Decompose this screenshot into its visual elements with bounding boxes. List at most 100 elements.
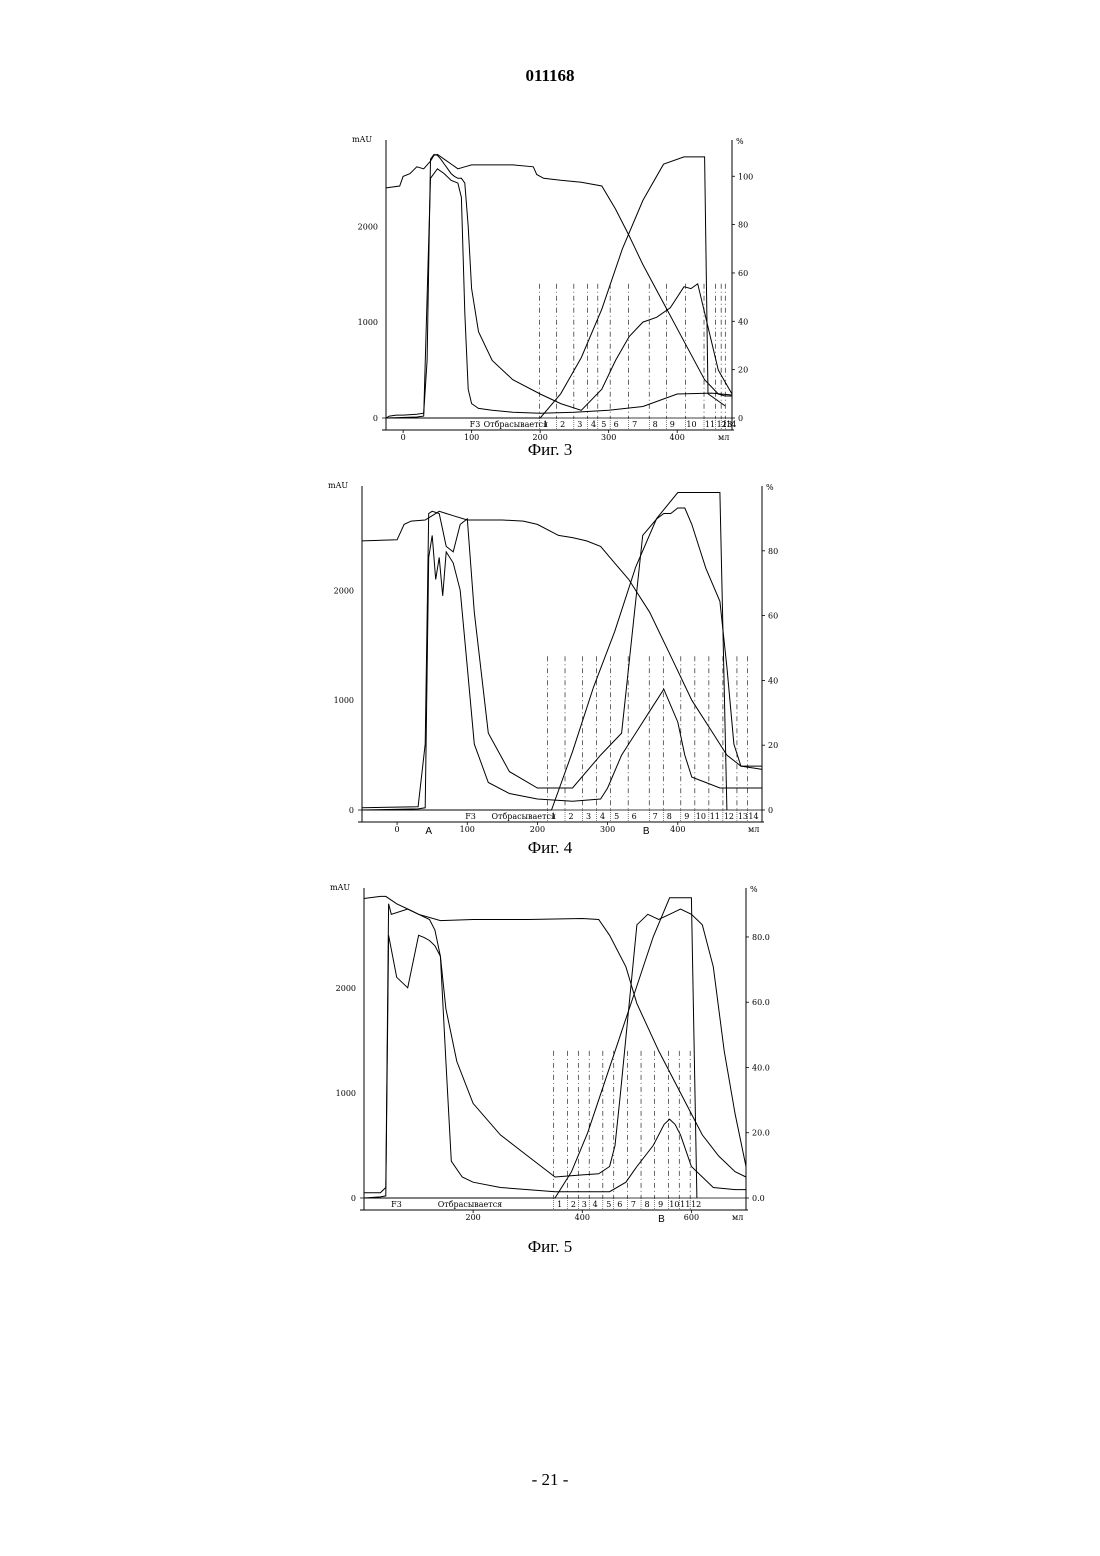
x-axis-unit: мл bbox=[748, 825, 759, 834]
fraction-label: 1 bbox=[543, 420, 548, 429]
x-tick-label: 600 bbox=[684, 1213, 699, 1222]
y-right-tick-label: 0 bbox=[738, 414, 743, 423]
y-right-axis-label: % bbox=[766, 483, 774, 492]
y-right-axis-label: % bbox=[750, 885, 758, 894]
fraction-label: 14 bbox=[748, 812, 758, 821]
fraction-label: 6 bbox=[617, 1200, 622, 1209]
y-right-tick-label: 40 bbox=[768, 676, 778, 685]
y-right-tick-label: 100 bbox=[738, 172, 753, 181]
figure-caption-5: Фиг. 5 bbox=[0, 1237, 1100, 1257]
series-line-1 bbox=[364, 896, 746, 1177]
y-left-tick-label: 2000 bbox=[334, 586, 354, 595]
x-tick-label: 400 bbox=[670, 825, 685, 834]
x-tick-label: 200 bbox=[530, 825, 545, 834]
y-right-tick-label: 40.0 bbox=[752, 1063, 770, 1072]
y-right-tick-label: 20.0 bbox=[752, 1129, 770, 1138]
y-left-tick-label: 0 bbox=[351, 1194, 356, 1203]
fraction-start-label: F3 bbox=[465, 812, 476, 821]
y-right-tick-label: 60.0 bbox=[752, 998, 770, 1007]
x-axis-unit: мл bbox=[732, 1213, 743, 1222]
fraction-label: 2 bbox=[571, 1200, 576, 1209]
fraction-label: 2 bbox=[560, 420, 565, 429]
fraction-label: 7 bbox=[631, 1200, 636, 1209]
series-line-1 bbox=[362, 511, 762, 769]
y-right-tick-label: 80.0 bbox=[752, 933, 770, 942]
y-left-axis-label: mAU bbox=[352, 135, 372, 144]
y-left-tick-label: 1000 bbox=[358, 318, 378, 327]
fraction-label: 11 bbox=[710, 812, 720, 821]
figure-caption-4: Фиг. 4 bbox=[0, 838, 1100, 858]
chromatogram-fig-4: mAU%мл0100020000204060800100200300400F3О… bbox=[318, 478, 788, 838]
fraction-label: 3 bbox=[582, 1200, 587, 1209]
x-tick-label: 300 bbox=[600, 825, 615, 834]
y-left-tick-label: 2000 bbox=[336, 984, 356, 993]
fraction-label: 8 bbox=[644, 1200, 649, 1209]
fraction-label: 4 bbox=[593, 1200, 598, 1209]
x-tick-label: 0 bbox=[395, 825, 400, 834]
y-left-tick-label: 0 bbox=[349, 806, 354, 815]
series-line-1 bbox=[386, 154, 732, 396]
fraction-label: 5 bbox=[614, 812, 619, 821]
fraction-label: 10 bbox=[686, 420, 696, 429]
fraction-label: 6 bbox=[614, 420, 619, 429]
fraction-label: 8 bbox=[653, 420, 658, 429]
fraction-label: 11 bbox=[680, 1200, 690, 1209]
y-left-tick-label: 1000 bbox=[334, 696, 354, 705]
y-right-tick-label: 80 bbox=[738, 221, 748, 230]
series-line-2 bbox=[362, 508, 762, 808]
fraction-start-label: F3 bbox=[470, 420, 481, 429]
series-line-2 bbox=[386, 154, 732, 418]
y-right-tick-label: 20 bbox=[738, 366, 748, 375]
fraction-label: 11 bbox=[705, 420, 715, 429]
chromatogram-fig-5: mAU% мл 0 1000 2000 0.0 20.0 40.0 60.0 80.0 200 400… bbox=[318, 880, 788, 1235]
y-right-tick-label: 60 bbox=[738, 269, 748, 278]
y-right-tick-label: 20 bbox=[768, 741, 778, 750]
fraction-waste-label: Отбрасывается bbox=[491, 812, 556, 821]
y-right-tick-label: 40 bbox=[738, 317, 748, 326]
fraction-label: 9 bbox=[670, 420, 675, 429]
fraction-waste-label: Отбрасывается bbox=[438, 1200, 503, 1209]
fraction-label: 3 bbox=[577, 420, 582, 429]
fraction-label: 8 bbox=[667, 812, 672, 821]
y-left-axis-label: mAU bbox=[330, 883, 350, 892]
fraction-label: 4 bbox=[591, 420, 596, 429]
y-left-tick-label: 0 bbox=[373, 414, 378, 423]
fraction-label: 6 bbox=[632, 812, 637, 821]
x-tick-label: 100 bbox=[460, 825, 475, 834]
fraction-label: 9 bbox=[684, 812, 689, 821]
y-left-axis-label: mAU bbox=[328, 481, 348, 490]
document-number: 011168 bbox=[0, 66, 1100, 86]
y-right-axis-label: % bbox=[736, 137, 744, 146]
fraction-label: 13 bbox=[738, 812, 748, 821]
figure-caption-3: Фиг. 3 bbox=[0, 440, 1100, 460]
fraction-label: 7 bbox=[632, 420, 637, 429]
y-right-tick-label: 0.0 bbox=[752, 1194, 765, 1203]
mark-label-b: B bbox=[643, 826, 650, 837]
x-tick-label: 200 bbox=[466, 1213, 481, 1222]
fraction-label: 1 bbox=[551, 812, 556, 821]
mark-label-a: A bbox=[425, 826, 432, 837]
fraction-label: 2 bbox=[568, 812, 573, 821]
mark-label-b: B bbox=[658, 1214, 665, 1225]
series-line-2 bbox=[364, 904, 746, 1193]
page-number: - 21 - bbox=[0, 1470, 1100, 1490]
fraction-label: 7 bbox=[653, 812, 658, 821]
y-right-tick-label: 80 bbox=[768, 547, 778, 556]
fraction-label: 9 bbox=[658, 1200, 663, 1209]
series-line-3 bbox=[364, 935, 746, 1198]
chromatogram-fig-3: mAU%мл0100020000204060801000100200300400… bbox=[340, 130, 760, 440]
fraction-label: 1 bbox=[557, 1200, 562, 1209]
fraction-label: 10 bbox=[669, 1200, 679, 1209]
fraction-label: 10 bbox=[696, 812, 706, 821]
x-tick-label: 400 bbox=[575, 1213, 590, 1222]
series-line-4 bbox=[362, 493, 727, 811]
fraction-waste-label: Отбрасывается bbox=[484, 420, 549, 429]
fraction-start-label: F3 bbox=[391, 1200, 402, 1209]
series-line-4 bbox=[386, 157, 725, 418]
fraction-label: 5 bbox=[606, 1200, 611, 1209]
fraction-label: 12 bbox=[724, 812, 734, 821]
fraction-label: 14 bbox=[726, 420, 736, 429]
y-left-tick-label: 2000 bbox=[358, 222, 378, 231]
fraction-label: 4 bbox=[600, 812, 605, 821]
y-left-tick-label: 1000 bbox=[336, 1089, 356, 1098]
